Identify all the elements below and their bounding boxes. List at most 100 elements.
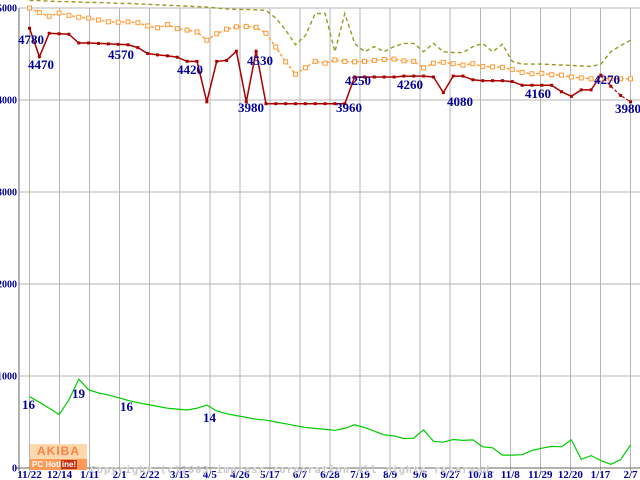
average-price-marker (361, 58, 367, 64)
average-price-marker (253, 24, 259, 30)
akiba-logo-wordmark: AKIBA (30, 444, 87, 459)
data-label: 4570 (108, 47, 134, 62)
x-tick-label: 1/11 (80, 469, 99, 480)
copyright-notice: Copyright (c)2003 impress corporation Al… (90, 442, 497, 480)
lowest-price-line (28, 27, 602, 105)
average-price-marker (519, 69, 525, 75)
average-price-marker (490, 64, 496, 70)
akiba-logo-tagline-right: ine! (60, 460, 78, 469)
average-price-marker (125, 19, 131, 25)
lowest-price-marker (589, 88, 593, 92)
average-price-marker (273, 44, 279, 50)
lowest-price-marker (560, 90, 564, 94)
lowest-price-marker (57, 32, 61, 36)
lowest-price-marker (431, 75, 435, 79)
average-price-marker (628, 76, 633, 82)
average-price-marker (618, 76, 624, 82)
lowest-price-marker (215, 59, 219, 63)
data-label: 4080 (447, 94, 473, 109)
lowest-price-marker (264, 102, 268, 106)
lowest-price-marker (294, 102, 298, 106)
x-tick-label: 11/29 (528, 469, 553, 480)
x-tick-label: 12/14 (47, 469, 73, 480)
data-label: 19 (72, 386, 85, 401)
average-price-marker (224, 26, 230, 32)
average-price-marker (460, 62, 466, 68)
average-price-marker (135, 20, 141, 26)
lowest-price-marker (323, 102, 327, 106)
highest-price-line (29, 0, 631, 68)
lowest-price-marker (382, 75, 386, 79)
x-tick-label: 1/17 (591, 469, 611, 480)
x-tick-label: 11/22 (17, 469, 42, 480)
data-label: 4470 (28, 57, 54, 72)
average-price-marker (174, 26, 180, 32)
lowest-price-marker (540, 83, 544, 87)
lowest-price-marker (185, 59, 189, 63)
y-tick-label: 1000 (0, 372, 17, 383)
x-tick-label: 6/28 (320, 469, 340, 480)
lowest-price-marker (126, 43, 130, 47)
average-price-marker (56, 10, 62, 16)
data-label: 4160 (525, 86, 551, 101)
x-tick-label: 8/9 (383, 469, 398, 480)
y-tick-label: 0 (12, 464, 17, 475)
x-tick-label: 2/7 (623, 469, 638, 480)
data-label: 3980 (238, 100, 264, 115)
average-price-marker (450, 61, 456, 67)
average-price-marker (430, 60, 436, 66)
lowest-price-marker (422, 74, 426, 78)
average-price-marker (332, 57, 338, 63)
average-price-marker (421, 65, 427, 71)
lowest-price-marker (392, 75, 396, 79)
lowest-price-marker (313, 102, 317, 106)
y-tick-label: 4000 (0, 96, 17, 107)
data-label: 16 (120, 399, 133, 414)
lowest-price-marker (96, 41, 100, 45)
average-price-marker (578, 75, 584, 81)
average-price-marker (302, 65, 308, 71)
average-price-marker (233, 24, 239, 30)
lowest-price-marker (353, 75, 357, 79)
lowest-price-marker (205, 100, 209, 104)
average-price-marker (391, 56, 397, 62)
x-tick-label: 12/20 (558, 469, 584, 480)
lowest-price-marker (244, 100, 248, 104)
x-tick-label: 2/22 (140, 469, 160, 480)
akiba-logo-tagline-left: PC Hotl (32, 460, 61, 469)
lowest-price-marker (569, 94, 573, 98)
average-price-marker (145, 23, 151, 29)
average-price-marker (312, 58, 318, 64)
lowest-price-marker (303, 102, 307, 106)
data-label: 4250 (345, 73, 371, 88)
average-price-marker (352, 59, 358, 65)
lowest-price-marker (599, 73, 603, 77)
akiba-logo-tagline: PC Hotline! (30, 459, 87, 470)
average-price-marker (401, 58, 407, 64)
lowest-price-marker (579, 88, 583, 92)
lowest-price-marker (441, 91, 445, 95)
average-price-marker (549, 72, 555, 78)
average-price-marker (27, 5, 32, 11)
lowest-price-marker (106, 42, 110, 46)
data-label: 3960 (336, 100, 362, 115)
average-price-marker (155, 25, 161, 31)
y-tick-label: 3000 (0, 188, 17, 199)
average-price-marker (342, 58, 348, 64)
lowest-price-marker (550, 83, 554, 87)
x-tick-label: 9/6 (413, 469, 428, 480)
average-price-marker (381, 57, 387, 63)
lowest-price-marker (234, 49, 238, 53)
lowest-price-marker (461, 74, 465, 78)
average-price-marker (164, 22, 170, 28)
average-price-marker (115, 19, 121, 25)
lowest-price-line-dashed-tail (600, 74, 631, 103)
x-tick-label: 7/19 (350, 469, 370, 480)
copyright-line1: Copyright (c)2003 impress corporation Al… (90, 465, 498, 476)
lowest-price-marker (520, 83, 524, 87)
x-tick-label: 6/7 (293, 469, 308, 480)
average-price-marker (499, 64, 505, 70)
lowest-price-marker (530, 83, 534, 87)
